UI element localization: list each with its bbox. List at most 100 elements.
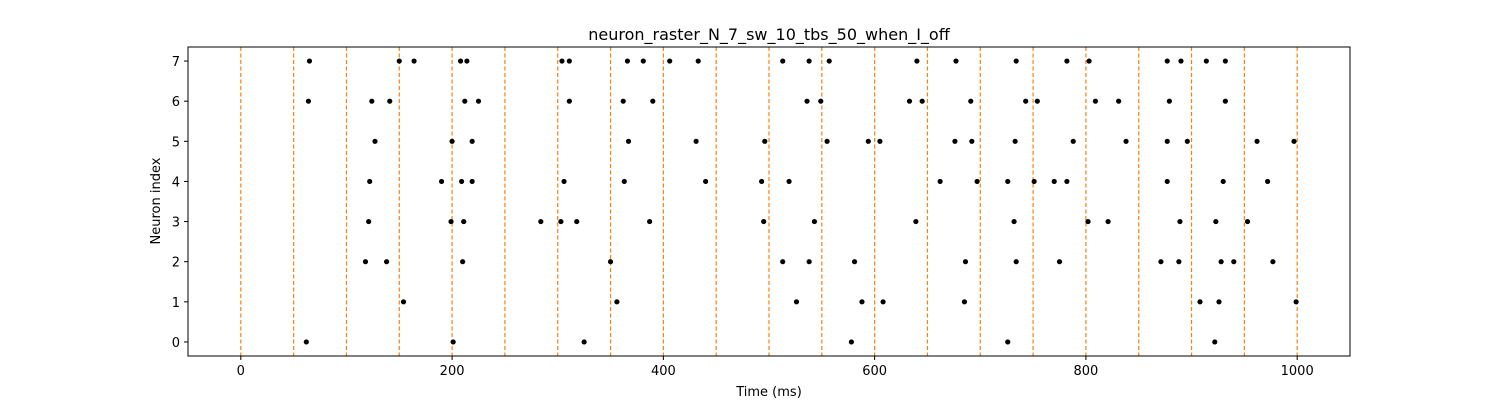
spike-point [647,218,653,225]
spike-point [366,218,372,225]
spike-point [851,259,858,265]
spike-point [780,259,786,265]
spike-point [1105,218,1111,225]
x-tick-label: 0 [237,364,245,379]
spike-point [464,58,470,64]
x-tick-label: 200 [440,364,465,379]
spike-point [1158,259,1164,265]
spike-point [1270,259,1276,265]
spike-point [786,178,792,185]
spike-point [1064,58,1070,64]
spike-point [1164,58,1170,64]
spike-point [383,259,390,265]
spike-point [566,58,572,64]
spike-point [1123,138,1129,144]
spike-point [914,58,920,64]
spike-point [1178,58,1184,64]
spike-point [559,58,565,64]
spike-point [1011,218,1017,225]
spike-point [362,259,369,265]
spike-point [387,98,393,104]
spike-point [953,58,959,64]
spike-point [396,58,402,64]
spike-point [607,259,614,265]
spike-point [1184,138,1190,144]
spike-point [1176,259,1182,265]
y-tick-label: 5 [172,135,180,150]
spike-point [759,178,765,185]
spike-point [1092,98,1099,104]
spike-point [1005,178,1011,185]
x-tick-label: 600 [862,364,887,379]
spike-point [962,259,969,265]
x-axis: 0 200 400 600 800 1000 [237,356,1314,379]
spike-point [369,98,375,104]
spike-point [818,98,824,104]
spike-point [703,178,709,185]
spike-point [1220,178,1226,185]
spike-point [952,138,958,144]
spike-point [1216,299,1222,305]
spike-point [804,98,810,104]
spike-point [780,58,786,64]
spike-point [824,138,830,144]
spike-point [913,218,919,225]
spike-point [695,58,701,64]
plot-frame [187,46,1351,357]
spike-point [581,339,587,345]
spike-point [475,98,482,104]
spike-point [667,58,673,64]
x-tick-label: 400 [651,364,676,379]
spike-point [462,98,468,104]
spike-point [1197,299,1203,305]
spike-point [400,299,407,305]
spike-point [1086,58,1092,64]
spike-point [1244,218,1251,225]
spike-points [303,58,1299,345]
spike-point [937,178,943,185]
spike-point [1034,98,1040,104]
chart-title: neuron_raster_N_7_sw_10_tbs_50_when_I_of… [588,25,950,45]
spike-point [1254,138,1260,144]
spike-point [1085,218,1091,225]
y-axis: 0 1 2 3 4 5 6 7 [172,55,188,351]
spike-point [1070,138,1076,144]
spike-point [961,299,968,305]
spike-point [1013,259,1019,265]
spike-point [793,299,800,305]
spike-point [469,138,475,144]
window-boundary-lines [240,47,1298,356]
spike-point [1023,98,1029,104]
spike-point [448,218,454,225]
spike-point [1013,58,1019,64]
spike-point [614,299,620,305]
spike-point [411,58,417,64]
y-tick-label: 0 [172,336,180,351]
y-tick-label: 4 [172,175,180,190]
spike-point [1164,178,1170,185]
spike-point [877,138,883,144]
spike-point [859,299,865,305]
spike-point [826,58,832,64]
spike-point [566,98,572,104]
spike-point [1031,178,1037,185]
spike-point [806,259,812,265]
y-tick-label: 6 [172,95,180,110]
spike-point [1218,259,1224,265]
spike-point [969,138,975,144]
x-tick-label: 1000 [1281,364,1314,379]
spike-point [1222,98,1228,104]
spike-point [1056,259,1063,265]
y-tick-label: 1 [172,296,180,311]
x-axis-label: Time (ms) [735,385,802,400]
spike-point [919,98,925,104]
spike-point [968,98,974,104]
spike-point [449,138,455,144]
y-tick-label: 7 [172,55,180,70]
spike-point [620,98,626,104]
spike-point [305,98,312,104]
spike-point [865,138,871,144]
spike-point [450,339,456,345]
spike-point [303,339,309,345]
spike-point [1051,178,1057,185]
